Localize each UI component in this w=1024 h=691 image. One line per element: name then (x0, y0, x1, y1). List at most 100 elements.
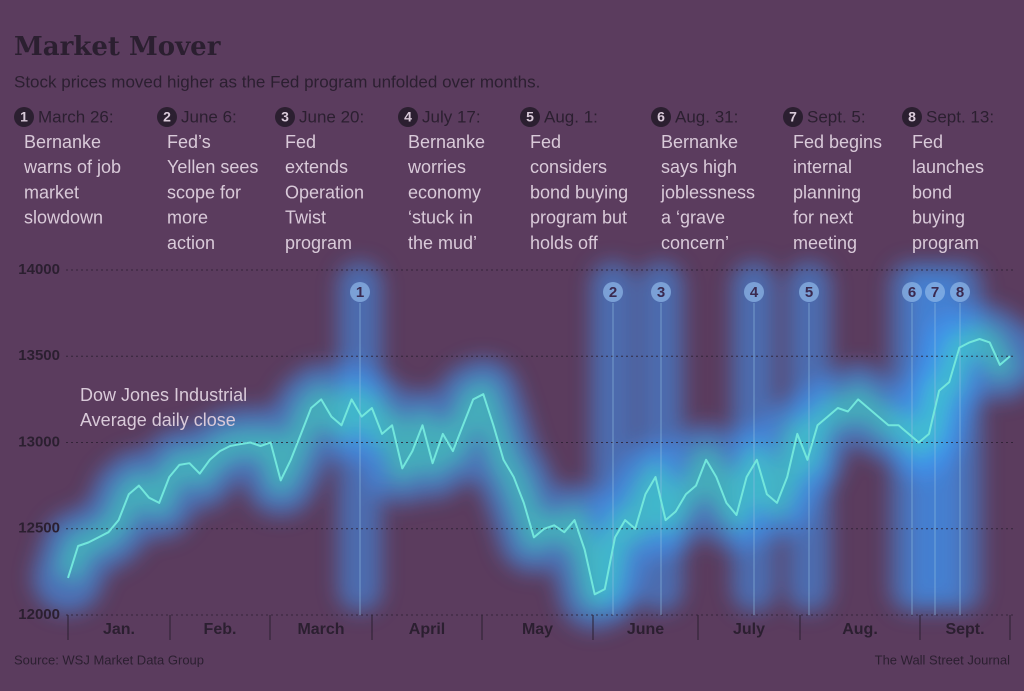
y-tick-label: 13500 (18, 347, 60, 364)
event-text: worries (407, 157, 466, 177)
event-text: Bernanke (24, 132, 101, 152)
event-text: internal (793, 157, 852, 177)
event-text: considers (530, 157, 607, 177)
heatmap (33, 262, 1024, 630)
event-marker-number: 4 (750, 284, 759, 301)
x-tick-label: April (409, 621, 445, 638)
event-text: scope for (167, 182, 241, 202)
event-marker-number: 3 (657, 284, 665, 301)
event-text: bond buying (530, 182, 628, 202)
event-text: for next (793, 208, 853, 228)
event-date: June 6: (181, 107, 237, 126)
event-date: March 26: (38, 107, 114, 126)
chart-title: Market Mover (14, 32, 221, 62)
event-marker (925, 282, 945, 302)
event-marker-number: 8 (956, 284, 964, 301)
event-text: holds off (530, 233, 599, 253)
event-marker-number: 2 (609, 284, 617, 301)
event-badge (398, 107, 418, 127)
x-tick-label: June (627, 621, 664, 638)
event-text: Fed begins (793, 132, 882, 152)
event-text: launches (912, 157, 984, 177)
event-badge (157, 107, 177, 127)
event-text: slowdown (24, 208, 103, 228)
event-marker (744, 282, 764, 302)
event-marker-number: 1 (356, 284, 364, 301)
event-text: Bernanke (408, 132, 485, 152)
event-marker (799, 282, 819, 302)
event-text: program but (530, 208, 627, 228)
event-badge (14, 107, 34, 127)
event-text: meeting (793, 233, 857, 253)
x-tick-label: May (522, 621, 553, 638)
event-marker (603, 282, 623, 302)
event-text: concern’ (661, 233, 729, 253)
event-text: Yellen sees (167, 157, 258, 177)
event-number: 3 (281, 109, 289, 125)
event-badge (902, 107, 922, 127)
event-text: program (285, 233, 352, 253)
event-marker (651, 282, 671, 302)
line (67, 338, 1011, 596)
event-number: 6 (657, 109, 665, 125)
series-label: Dow Jones Industrial (80, 385, 247, 405)
event-text: action (167, 233, 215, 253)
event-text: ‘stuck in (408, 208, 473, 228)
event-date: Sept. 13: (926, 107, 994, 126)
event-date: July 17: (422, 107, 481, 126)
y-tick-label: 12500 (18, 520, 60, 537)
source: Source: WSJ Market Data Group (14, 652, 204, 667)
event-number: 7 (789, 109, 797, 125)
event-number: 2 (163, 109, 171, 125)
x-tick-label: Sept. (945, 621, 984, 638)
event-number: 8 (908, 109, 916, 125)
y-tick-label: 14000 (18, 261, 60, 278)
x-tick-label: Feb. (204, 621, 237, 638)
event-text: buying (912, 208, 965, 228)
event-date: Sept. 5: (807, 107, 866, 126)
event-marker-number: 5 (805, 284, 813, 301)
event-number: 5 (526, 109, 534, 125)
event-text: economy (408, 182, 481, 202)
event-text: says high (661, 157, 737, 177)
event-text: Operation (285, 182, 364, 202)
series-label: Average daily close (80, 410, 236, 430)
event-text: Fed (285, 132, 316, 152)
event-text: Fed (530, 132, 561, 152)
event-date: Aug. 31: (675, 107, 738, 126)
x-tick-label: March (297, 621, 344, 638)
event-text: Fed’s (167, 132, 211, 152)
x-tick-label: July (733, 621, 765, 638)
y-tick-label: 12000 (18, 606, 60, 623)
event-text: more (167, 208, 208, 228)
event-badge (651, 107, 671, 127)
event-text: Twist (285, 208, 326, 228)
event-text: warns of job (23, 157, 121, 177)
event-date: Aug. 1: (544, 107, 598, 126)
event-text: Fed (912, 132, 943, 152)
event-marker-number: 6 (908, 284, 916, 301)
event-badge (520, 107, 540, 127)
subtitle: Stock prices moved higher as the Fed pro… (14, 72, 540, 91)
event-text: market (24, 182, 79, 202)
event-text: bond (912, 182, 952, 202)
event-marker-number: 7 (931, 284, 939, 301)
event-text: joblessness (660, 182, 755, 202)
event-number: 1 (20, 109, 28, 125)
event-text: a ‘grave (661, 208, 725, 228)
y-tick-label: 13000 (18, 433, 60, 450)
event-text: the mud’ (408, 233, 477, 253)
event-text: planning (793, 182, 861, 202)
event-text: Bernanke (661, 132, 738, 152)
x-tick-label: Jan. (103, 621, 135, 638)
x-tick-label: Aug. (842, 621, 878, 638)
event-number: 4 (404, 109, 412, 125)
event-marker (902, 282, 922, 302)
event-date: June 20: (299, 107, 364, 126)
event-marker (950, 282, 970, 302)
event-badge (783, 107, 803, 127)
event-text: program (912, 233, 979, 253)
credit: The Wall Street Journal (875, 652, 1010, 667)
event-badge (275, 107, 295, 127)
